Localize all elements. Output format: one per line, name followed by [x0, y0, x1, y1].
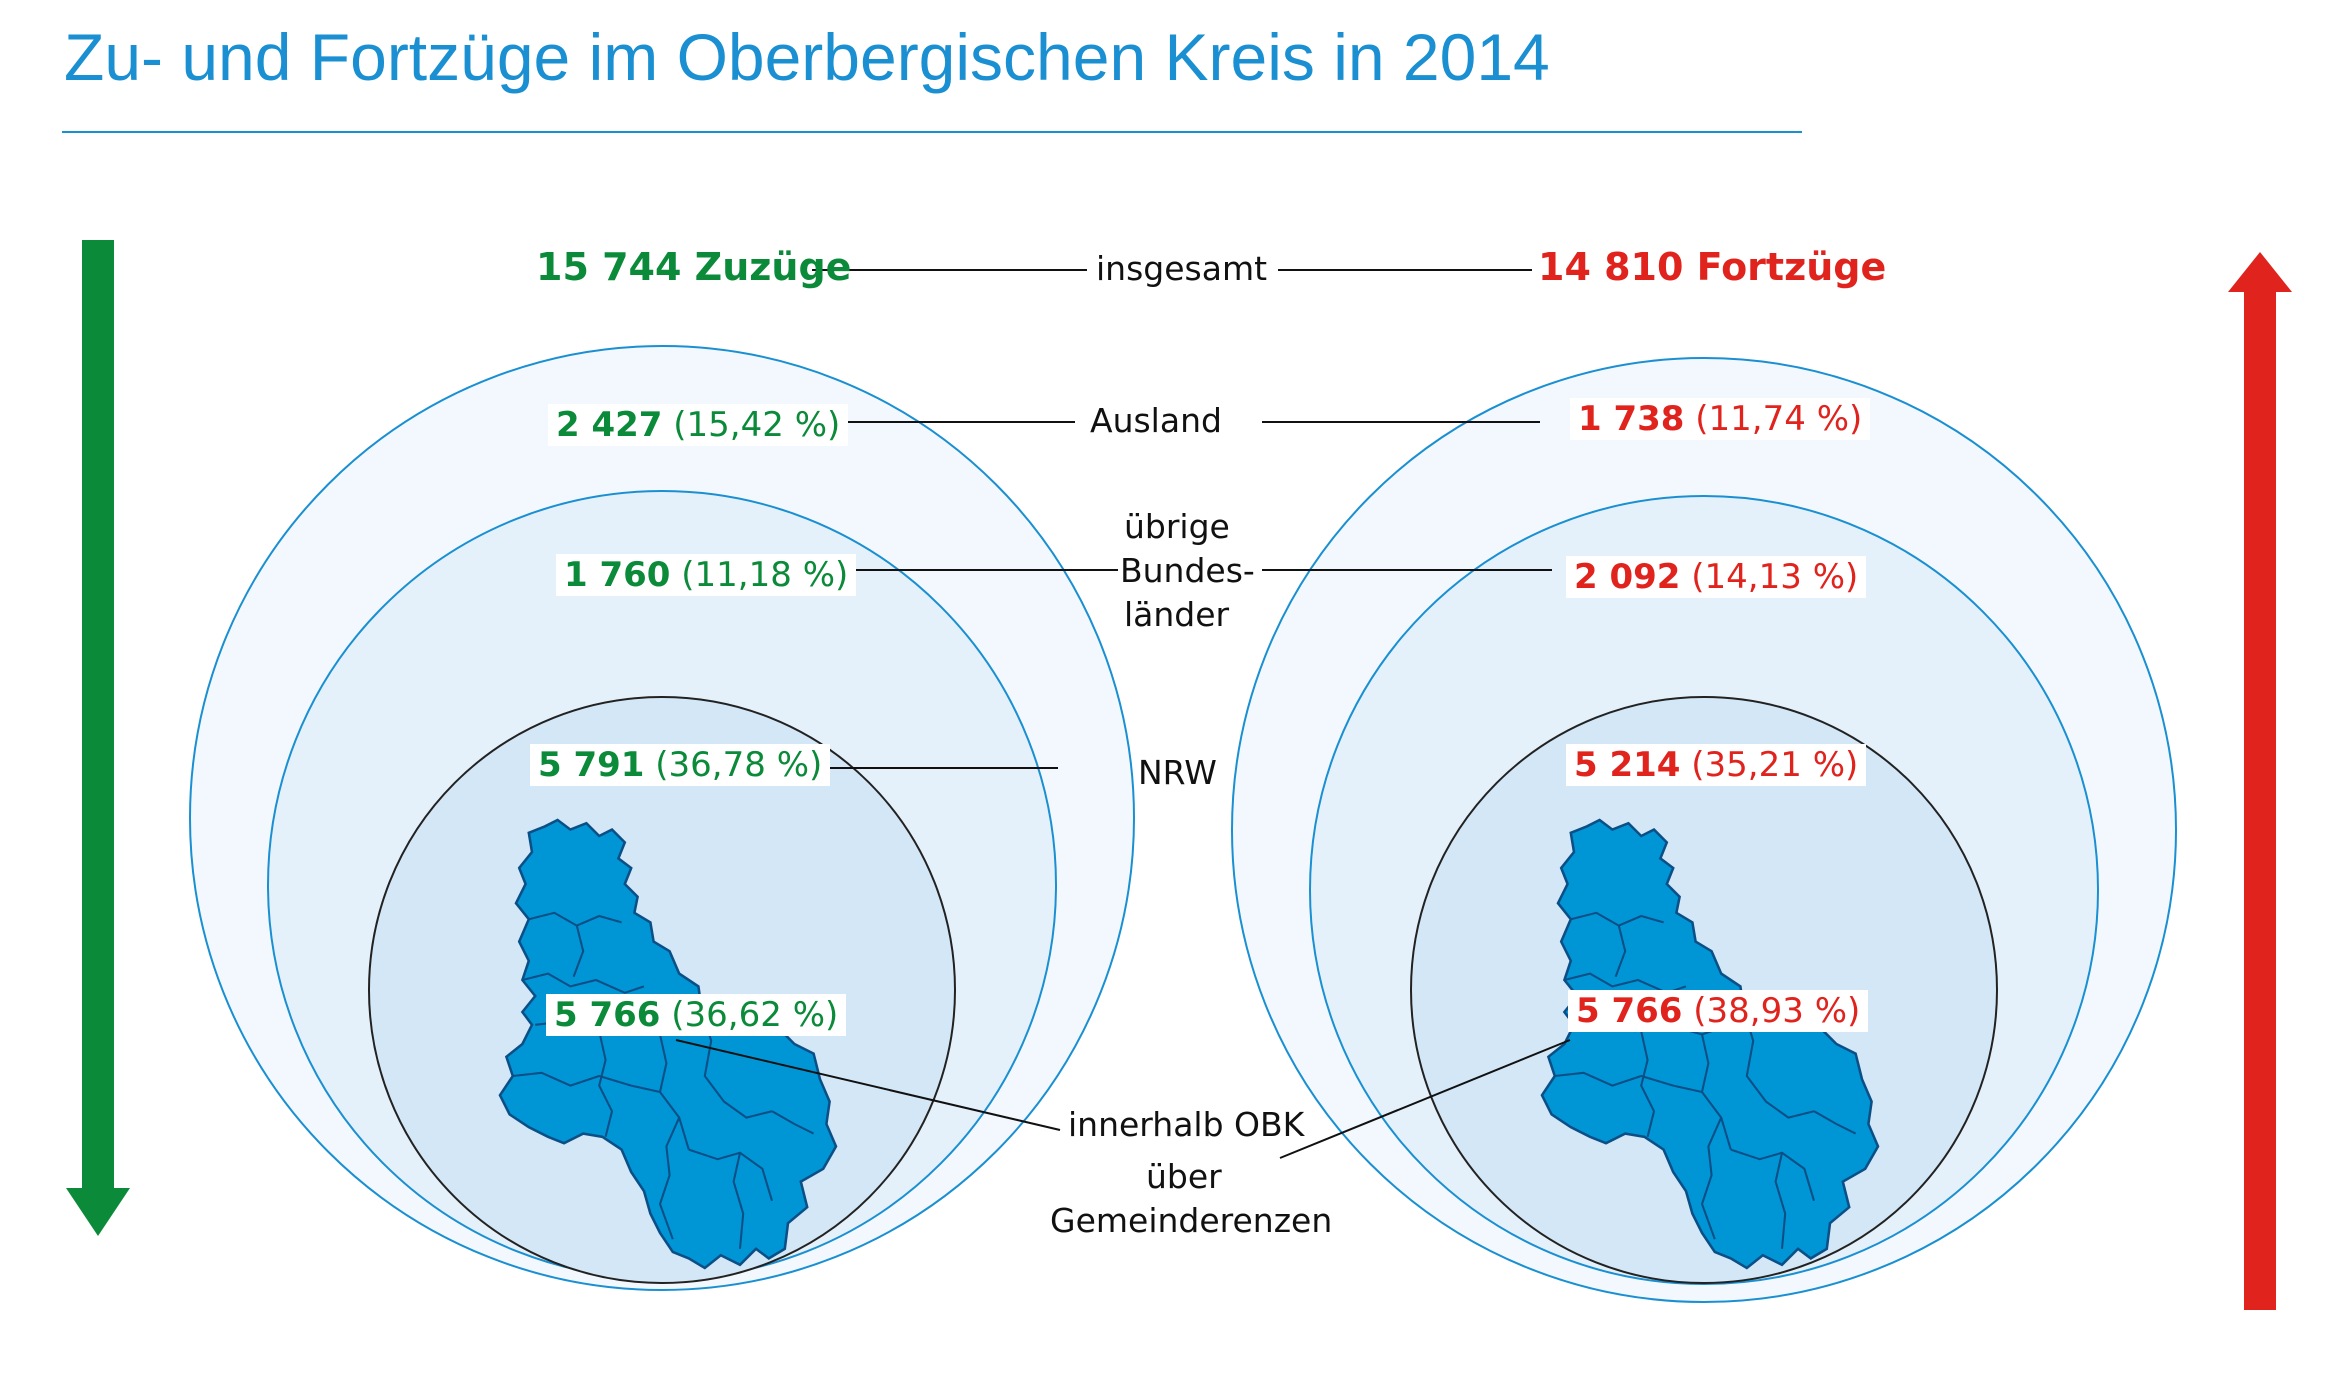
value-fortzuege-nrw: 5 214 (35,21 %) [1566, 744, 1867, 786]
label-insgesamt: insgesamt [1096, 249, 1268, 288]
zuzuege-circles [189, 345, 1135, 1291]
value-fortzuege-bundeslaender: 2 092 (14,13 %) [1566, 556, 1867, 598]
value-fortzuege-obk: 5 766 (38,93 %) [1568, 990, 1869, 1032]
label-obk-3: Gemeinderenzen [1050, 1201, 1333, 1240]
arrow-down-icon [66, 240, 130, 1236]
value-number: 1 738 [1578, 399, 1685, 439]
value-percent: (38,93 %) [1693, 991, 1861, 1031]
value-fortzuege-ausland: 1 738 (11,74 %) [1570, 398, 1871, 440]
total-zuzuege: 15 744 Zuzüge [536, 245, 852, 289]
label-bundeslaender-2: Bundes- [1120, 551, 1255, 590]
value-number: 1 760 [564, 555, 671, 595]
label-nrw: NRW [1138, 753, 1217, 792]
value-number: 5 214 [1574, 745, 1681, 785]
value-number: 5 766 [1576, 991, 1683, 1031]
value-number: 2 427 [556, 405, 663, 445]
value-number: 5 791 [538, 745, 645, 785]
page-title: Zu- und Fortzüge im Oberbergischen Kreis… [64, 20, 1550, 94]
fortzuege-circles [1231, 357, 2177, 1303]
value-percent: (11,74 %) [1695, 399, 1863, 439]
value-percent: (35,21 %) [1691, 745, 1859, 785]
label-obk-2: über [1146, 1157, 1222, 1196]
value-zuzuege-bundeslaender: 1 760 (11,18 %) [556, 554, 857, 596]
value-number: 5 766 [554, 995, 661, 1035]
connector-lines [675, 269, 1571, 1159]
value-percent: (36,62 %) [671, 995, 839, 1035]
value-zuzuege-nrw: 5 791 (36,78 %) [530, 744, 831, 786]
value-percent: (11,18 %) [681, 555, 849, 595]
label-bundeslaender-3: länder [1124, 595, 1230, 634]
total-fortzuege: 14 810 Fortzüge [1538, 245, 1887, 289]
value-number: 2 092 [1574, 557, 1681, 597]
value-percent: (15,42 %) [673, 405, 841, 445]
label-bundeslaender-1: übrige [1124, 507, 1230, 546]
value-zuzuege-obk: 5 766 (36,62 %) [546, 994, 847, 1036]
value-zuzuege-ausland: 2 427 (15,42 %) [548, 404, 849, 446]
arrow-up-icon [2228, 252, 2292, 1310]
label-ausland: Ausland [1090, 401, 1222, 440]
label-obk-1: innerhalb OBK [1068, 1105, 1305, 1144]
value-percent: (36,78 %) [655, 745, 823, 785]
value-percent: (14,13 %) [1691, 557, 1859, 597]
